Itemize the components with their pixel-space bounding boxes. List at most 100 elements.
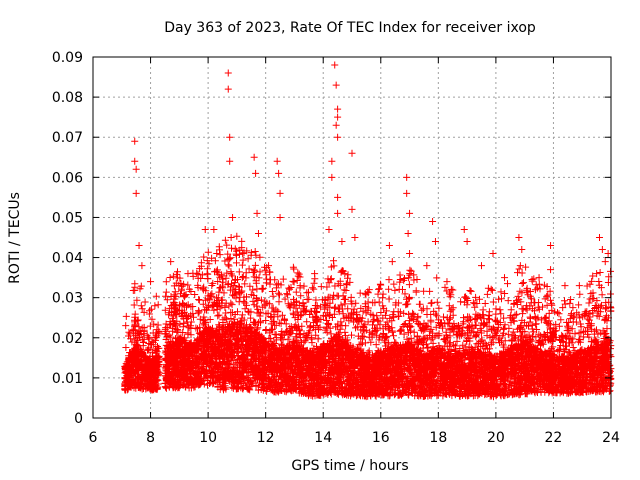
x-tick-label: 22 — [545, 430, 563, 446]
roti-peak-point — [276, 189, 284, 197]
x-tick-label: 24 — [602, 430, 620, 446]
y-tick-label: 0.05 — [52, 210, 83, 226]
roti-peak-point — [239, 250, 247, 258]
roti-peak-point — [365, 286, 373, 294]
chart-title: Day 363 of 2023, Rate Of TEC Index for r… — [164, 20, 536, 36]
roti-peak-point — [224, 85, 232, 93]
roti-peak-point — [604, 250, 612, 258]
roti-peak-point — [331, 61, 339, 69]
y-tick-label: 0.03 — [52, 291, 83, 307]
roti-peak-point — [351, 234, 359, 241]
roti-peak-point — [348, 205, 356, 213]
x-tick-label: 14 — [314, 430, 332, 446]
roti-peak-point — [334, 105, 342, 113]
y-tick-label: 0.09 — [52, 50, 83, 66]
y-tick-label: 0.08 — [52, 90, 83, 106]
roti-peak-point — [423, 262, 431, 270]
roti-peak-point — [593, 270, 601, 278]
axis-ticks — [92, 56, 612, 419]
y-axis-label: ROTI / TECUs — [7, 192, 23, 284]
roti-peak-point — [276, 213, 284, 221]
roti-peak-point — [388, 258, 396, 266]
roti-peak-point — [325, 225, 333, 233]
roti-peak-point — [296, 282, 304, 290]
roti-peak-point — [332, 121, 340, 129]
roti-peak-point — [138, 262, 146, 270]
roti-peak-point — [403, 173, 411, 181]
roti-peak-point — [224, 69, 232, 77]
roti-peak-point — [334, 113, 342, 121]
plot-frame — [92, 56, 612, 419]
x-tick-label: 10 — [199, 430, 217, 446]
roti-peak-point — [275, 169, 283, 177]
roti-peak-point — [147, 278, 155, 286]
roti-peak-point — [213, 250, 221, 258]
roti-peak-point — [404, 229, 412, 237]
roti-peak-point — [250, 153, 258, 161]
roti-peak-point — [227, 234, 235, 241]
x-tick-label: 20 — [487, 430, 505, 446]
y-tick-label: 0.02 — [52, 331, 83, 347]
roti-peak-point — [252, 169, 260, 177]
roti-peak-point — [265, 262, 273, 270]
roti-peak-point — [478, 262, 485, 270]
roti-peak-point — [226, 133, 234, 141]
roti-peak-point — [547, 266, 555, 274]
roti-peak-point — [463, 238, 471, 246]
roti-peak-point — [311, 270, 319, 278]
roti-peak-point — [273, 157, 281, 165]
y-tick-label: 0.06 — [52, 170, 83, 186]
roti-peak-point — [561, 282, 569, 290]
roti-peak-point — [515, 234, 523, 241]
y-tick-label: 0.07 — [52, 130, 83, 146]
roti-peak-point — [131, 137, 139, 145]
tick-labels: 6 8 10 12 14 16 18 20 22 24 0 0.01 0.02 0.03 0.04 0.05 0… — [52, 50, 620, 446]
roti-peak-point — [348, 149, 356, 157]
roti-peak-point — [135, 242, 143, 250]
roti-peak-point — [406, 209, 414, 217]
roti-peak-point — [341, 270, 349, 278]
roti-peak-point — [431, 238, 439, 246]
roti-peak-point — [210, 225, 218, 233]
roti-peak-point — [535, 274, 543, 282]
y-tick-label: 0.01 — [52, 371, 83, 387]
roti-peak-point — [334, 133, 342, 141]
roti-peak-point — [332, 81, 340, 89]
roti-peak-point — [429, 217, 437, 225]
roti-point-cloud — [121, 232, 615, 401]
roti-peak-point — [201, 225, 209, 233]
x-tick-label: 6 — [89, 430, 98, 446]
roti-peak-point — [167, 258, 175, 266]
roti-peak-point — [501, 274, 509, 282]
roti-peak-point — [184, 270, 192, 278]
x-tick-label: 12 — [257, 430, 275, 446]
roti-peak-point — [489, 250, 497, 258]
roti-peak-point — [334, 193, 342, 201]
roti-peak-point — [516, 262, 524, 270]
roti-peak-point — [406, 250, 414, 258]
x-tick-label: 16 — [372, 430, 390, 446]
roti-peak-point — [443, 278, 451, 286]
roti-peak-point — [132, 189, 140, 197]
roti-peak-point — [460, 225, 468, 233]
y-tick-label: 0 — [74, 411, 83, 427]
roti-peak-point — [151, 302, 159, 310]
roti-peak-point — [226, 157, 234, 165]
roti-peak-point — [598, 246, 606, 254]
roti-peak-point — [131, 157, 139, 165]
roti-peak-point — [575, 282, 583, 290]
y-tick-label: 0.04 — [52, 251, 83, 267]
roti-peak-point — [328, 173, 336, 181]
roti-peak-point — [334, 209, 342, 217]
roti-peak-point — [595, 234, 603, 241]
data-points — [121, 61, 615, 401]
x-tick-label: 8 — [146, 430, 155, 446]
roti-peak-point — [254, 229, 262, 237]
roti-peak-point — [518, 246, 526, 254]
roti-peak-point — [601, 258, 609, 266]
roti-peak-point — [253, 209, 261, 217]
x-tick-label: 18 — [429, 430, 447, 446]
roti-peak-point — [547, 242, 555, 250]
roti-peak-point — [132, 165, 140, 173]
